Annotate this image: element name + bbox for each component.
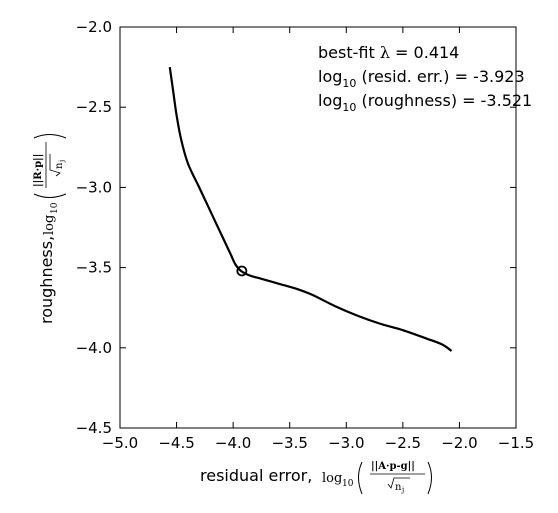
svg-text:log: log <box>322 471 342 486</box>
series-line <box>168 66 453 352</box>
series-group <box>168 66 453 352</box>
svg-text:||R·p||: ||R·p|| <box>33 154 44 187</box>
x-tick-label: −4.0 <box>215 434 251 452</box>
annotation-roughness: log10 (roughness) = -3.521 <box>318 91 532 114</box>
svg-text:j: j <box>58 160 66 163</box>
x-tick-label: −3.5 <box>271 434 307 452</box>
x-tick-label: −5.0 <box>102 434 138 452</box>
svg-text:residual error,: residual error, <box>200 466 312 485</box>
x-tick-label: −1.5 <box>498 434 534 452</box>
y-tick-label: −2.5 <box>76 98 112 116</box>
svg-text:log: log <box>42 215 57 235</box>
y-axis-label: roughness, log 10 ||R·p|| n j <box>33 134 67 324</box>
x-tick-label: −2.0 <box>441 434 477 452</box>
x-tick-label: −4.5 <box>158 434 194 452</box>
svg-text:roughness,: roughness, <box>37 236 56 324</box>
x-tick-label: −2.5 <box>385 434 421 452</box>
y-axis-ticks: −2.0 −2.5 −3.0 −3.5 −4.0 −4.5 <box>76 18 516 437</box>
y-tick-label: −3.0 <box>76 178 112 196</box>
y-tick-label: −2.0 <box>76 18 112 36</box>
x-axis-ticks: −5.0 −4.5 −4.0 −3.5 −3.0 −2.5 −2.0 −1.5 <box>102 27 534 452</box>
svg-text:||A·p-g||: ||A·p-g|| <box>371 461 415 472</box>
plot-frame <box>119 26 517 429</box>
y-tick-label: −4.0 <box>76 339 112 357</box>
svg-text:10: 10 <box>50 202 60 214</box>
x-axis-label: residual error, log 10 ||A·p-g|| n j <box>200 461 432 495</box>
svg-text:n: n <box>54 162 65 169</box>
y-tick-label: −4.5 <box>76 419 112 437</box>
svg-text:10: 10 <box>342 479 354 489</box>
x-tick-label: −3.0 <box>328 434 364 452</box>
best-fit-marker <box>236 265 248 277</box>
svg-text:j: j <box>401 486 404 494</box>
annotation-resid-err: log10 (resid. err.) = -3.923 <box>318 67 525 90</box>
y-tick-label: −3.5 <box>76 259 112 277</box>
annotation-lambda: best-fit λ = 0.414 <box>318 43 459 62</box>
svg-text:n: n <box>395 482 402 493</box>
